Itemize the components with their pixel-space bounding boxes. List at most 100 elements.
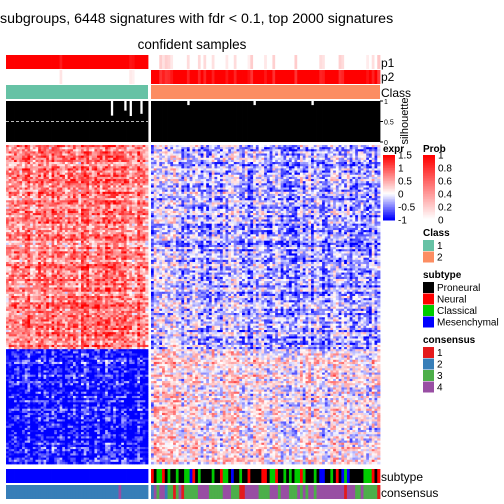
- heatmap-cell: [313, 145, 317, 148]
- heatmap-cell: [313, 157, 317, 161]
- heatmap-cell: [200, 155, 204, 159]
- p1-cell: [360, 55, 364, 69]
- p2-cell: [46, 70, 50, 84]
- heatmap-cell: [151, 151, 155, 154]
- heatmap-cell: [253, 153, 257, 157]
- heatmap-cell: [131, 151, 136, 154]
- p1-cell: [335, 55, 340, 69]
- heatmap-cell: [43, 153, 47, 157]
- p1-cell: [264, 55, 268, 69]
- p2-cell: [59, 70, 63, 84]
- heatmap-cell: [56, 147, 60, 150]
- heatmap-cell: [27, 157, 31, 161]
- heatmap-cell: [151, 159, 155, 163]
- heatmap-cell: [286, 145, 290, 148]
- heatmap-cell: [170, 162, 174, 165]
- heatmap-cell: [269, 149, 273, 152]
- heatmap-cell: [324, 153, 328, 157]
- silhouette-bar: [214, 101, 218, 142]
- heatmap-cell: [11, 162, 15, 165]
- heatmap-cell: [162, 147, 166, 150]
- heatmap-cell: [189, 145, 193, 148]
- heatmap-cell: [374, 162, 378, 165]
- p2-cell: [277, 70, 282, 84]
- heatmap-cell: [151, 162, 155, 165]
- heatmap-cell: [200, 159, 204, 163]
- heatmap-cell: [134, 157, 138, 161]
- heatmap-cell: [142, 159, 146, 163]
- silhouette-bar: [43, 101, 47, 142]
- p2-cell: [83, 70, 87, 84]
- p2-cell: [118, 70, 122, 84]
- heatmap-cell: [86, 153, 90, 157]
- heatmap-cell: [239, 151, 243, 154]
- heatmap-cell: [59, 153, 63, 157]
- heatmap-cell: [239, 155, 243, 159]
- silhouette-bar: [19, 101, 23, 142]
- heatmap-cell: [261, 153, 265, 157]
- heatmap-cell: [11, 149, 15, 152]
- p2-cell: [162, 70, 166, 84]
- heatmap-cell: [272, 157, 276, 161]
- heatmap-cell: [247, 155, 251, 159]
- p1-cell: [253, 55, 257, 69]
- p1-cell: [344, 55, 348, 69]
- heatmap-cell: [86, 149, 90, 152]
- heatmap-cell: [126, 145, 130, 148]
- heatmap-cell: [131, 149, 136, 152]
- p2-cell: [126, 70, 130, 84]
- heatmap-cell: [142, 145, 146, 148]
- heatmap-cell: [228, 145, 232, 148]
- heatmap-cell: [156, 149, 160, 152]
- heatmap-cell: [145, 162, 149, 165]
- p2-cell: [107, 70, 111, 84]
- heatmap-cell: [89, 153, 93, 157]
- heatmap-cell: [255, 151, 260, 154]
- heatmap-cell: [94, 147, 98, 150]
- heatmap-cell: [43, 155, 47, 159]
- heatmap-cell: [272, 153, 276, 157]
- heatmap-cell: [184, 157, 188, 161]
- heatmap-cell: [247, 157, 251, 161]
- heatmap-cell: [311, 149, 315, 152]
- heatmap-cell: [131, 145, 136, 148]
- heatmap-cell: [129, 157, 133, 161]
- heatmap-cell: [228, 153, 232, 157]
- p2-cell: [97, 70, 101, 84]
- heatmap-cell: [327, 145, 331, 148]
- heatmap-cell: [151, 164, 155, 167]
- heatmap-cell: [297, 153, 301, 157]
- heatmap-cell: [214, 149, 218, 152]
- heatmap-cell: [151, 147, 155, 150]
- heatmap-cell: [330, 153, 334, 157]
- heatmap-cell: [225, 147, 229, 150]
- p1-cell: [283, 55, 287, 69]
- heatmap-cell: [291, 147, 295, 150]
- heatmap-cell: [170, 145, 174, 148]
- silhouette-bar: [83, 101, 87, 142]
- heatmap-cell: [105, 151, 109, 154]
- heatmap-cell: [291, 157, 295, 161]
- heatmap-cell: [266, 155, 271, 159]
- heatmap-cell: [67, 149, 71, 152]
- heatmap-cell: [142, 164, 146, 167]
- heatmap-cell: [11, 155, 15, 159]
- heatmap-cell: [14, 151, 18, 154]
- heatmap-cell: [19, 153, 23, 157]
- heatmap-cell: [67, 159, 71, 163]
- heatmap-cell: [75, 153, 79, 157]
- heatmap-cell: [170, 149, 174, 152]
- p1-cell: [75, 55, 79, 69]
- heatmap-cell: [142, 153, 146, 157]
- heatmap-cell: [222, 162, 226, 165]
- heatmap-cell: [162, 164, 166, 167]
- heatmap-cell: [363, 149, 367, 152]
- heatmap-cell: [338, 151, 342, 154]
- heatmap-cell: [330, 157, 334, 161]
- heatmap-cell: [352, 151, 356, 154]
- heatmap-cell: [327, 153, 331, 157]
- heatmap-cell: [97, 164, 101, 167]
- heatmap-cell: [277, 145, 282, 148]
- heatmap-cell: [349, 145, 353, 148]
